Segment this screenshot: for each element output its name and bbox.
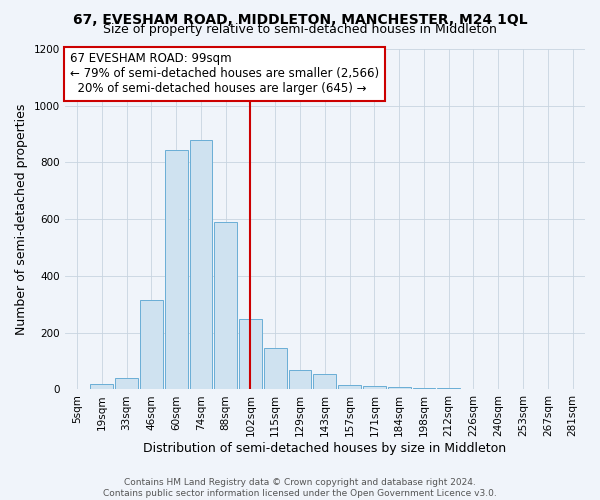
Bar [165,150,188,390]
Bar [264,348,287,390]
Text: 67 EVESHAM ROAD: 99sqm
← 79% of semi-detached houses are smaller (2,566)
  20% o: 67 EVESHAM ROAD: 99sqm ← 79% of semi-det… [70,52,379,96]
Bar [140,300,163,390]
Bar [413,388,436,390]
Bar [91,384,113,390]
Bar [190,140,212,390]
Bar [338,385,361,390]
Bar [289,370,311,390]
Bar [462,389,485,390]
Bar [313,374,336,390]
Y-axis label: Number of semi-detached properties: Number of semi-detached properties [15,104,28,335]
Bar [115,378,138,390]
Text: Size of property relative to semi-detached houses in Middleton: Size of property relative to semi-detach… [103,22,497,36]
Bar [214,222,237,390]
Text: 67, EVESHAM ROAD, MIDDLETON, MANCHESTER, M24 1QL: 67, EVESHAM ROAD, MIDDLETON, MANCHESTER,… [73,12,527,26]
Text: Contains HM Land Registry data © Crown copyright and database right 2024.
Contai: Contains HM Land Registry data © Crown c… [103,478,497,498]
Bar [239,318,262,390]
Bar [363,386,386,390]
Bar [65,389,88,390]
X-axis label: Distribution of semi-detached houses by size in Middleton: Distribution of semi-detached houses by … [143,442,506,455]
Bar [437,388,460,390]
Bar [388,387,410,390]
